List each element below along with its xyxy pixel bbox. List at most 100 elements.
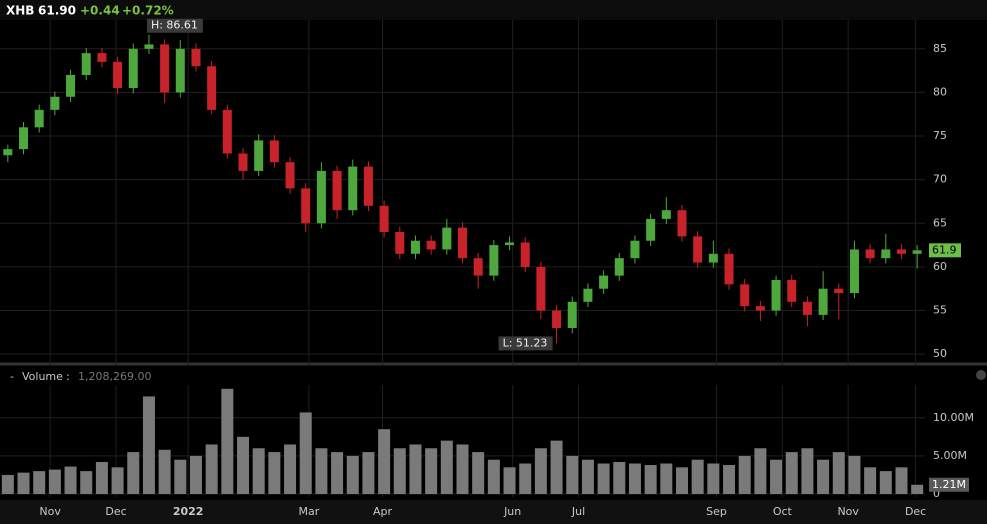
candle-body bbox=[881, 249, 891, 259]
volume-bar bbox=[393, 448, 406, 494]
candle-body bbox=[552, 310, 562, 328]
candle-body bbox=[332, 170, 342, 211]
candle-body bbox=[708, 253, 718, 263]
x-tick-label: Apr bbox=[373, 505, 393, 518]
volume-bar bbox=[895, 467, 908, 494]
candle-body bbox=[426, 240, 436, 250]
candle-body bbox=[787, 279, 797, 302]
x-tick-label: Jul bbox=[571, 505, 585, 518]
x-axis-bar bbox=[0, 500, 987, 524]
x-tick-label: Nov bbox=[39, 505, 61, 518]
candle-body bbox=[724, 253, 734, 285]
volume-bar bbox=[911, 484, 924, 494]
annotation-box bbox=[146, 18, 203, 33]
last-price: 61.9 bbox=[932, 243, 957, 256]
collapse-icon[interactable]: - bbox=[10, 370, 14, 383]
y-tick-label: 85 bbox=[933, 42, 947, 55]
candle-body bbox=[160, 44, 170, 93]
x-tick-label: Nov bbox=[837, 505, 859, 518]
candle-body bbox=[693, 236, 703, 263]
volume-bar bbox=[487, 459, 500, 494]
candle-body bbox=[3, 149, 13, 156]
volume-bar bbox=[691, 459, 704, 494]
candle-body bbox=[379, 205, 389, 233]
annotation: H: 86.61 bbox=[151, 19, 198, 32]
x-tick-label: 2022 bbox=[173, 505, 204, 518]
candle-body bbox=[144, 44, 154, 49]
candle-body bbox=[646, 218, 656, 241]
volume-bar bbox=[142, 396, 155, 494]
candle-body bbox=[458, 227, 467, 259]
candle-body bbox=[567, 301, 577, 328]
candle-body bbox=[740, 284, 750, 307]
volume-bar bbox=[268, 452, 281, 494]
y-tick-label: 80 bbox=[933, 85, 947, 98]
candle-body bbox=[755, 306, 765, 311]
y-tick-label: 10.00M bbox=[933, 411, 974, 424]
candle-body bbox=[50, 96, 60, 110]
volume-bar bbox=[879, 471, 892, 494]
candle-body bbox=[348, 166, 358, 211]
last-volume-box bbox=[929, 477, 969, 492]
candle-body bbox=[395, 232, 405, 254]
close-pane[interactable] bbox=[976, 370, 986, 380]
candle-body bbox=[583, 288, 593, 302]
volume-bar bbox=[284, 444, 297, 494]
candle-body bbox=[191, 48, 201, 67]
last-price-box bbox=[929, 243, 961, 258]
candle-body bbox=[269, 140, 279, 163]
volume-bar bbox=[723, 465, 736, 494]
change-pct: +0.72% bbox=[122, 4, 174, 18]
volume-colon: : bbox=[66, 370, 70, 383]
candle-body bbox=[34, 109, 44, 128]
candle-body bbox=[97, 53, 107, 62]
price: 61.90 bbox=[38, 4, 76, 18]
volume-bar bbox=[95, 461, 108, 494]
y-tick-label: 50 bbox=[933, 347, 947, 360]
x-tick-label: Dec bbox=[105, 505, 126, 518]
volume-bar bbox=[33, 471, 46, 494]
volume-bar bbox=[127, 452, 140, 494]
change: +0.44 bbox=[80, 4, 120, 18]
volume-bar bbox=[864, 467, 877, 494]
volume-bar bbox=[17, 472, 30, 494]
candle-body bbox=[802, 301, 812, 315]
x-tick-label: Dec bbox=[905, 505, 926, 518]
candle-body bbox=[677, 210, 687, 237]
volume-bar bbox=[346, 455, 359, 494]
candle-body bbox=[285, 162, 295, 189]
symbol: XHB bbox=[6, 4, 34, 18]
candle-body bbox=[66, 74, 76, 97]
volume-bar bbox=[456, 444, 469, 494]
candle-body bbox=[410, 240, 420, 254]
volume-bar bbox=[174, 459, 187, 494]
candle-body bbox=[316, 170, 326, 224]
volume-bar bbox=[189, 455, 202, 494]
volume-bar bbox=[221, 388, 234, 494]
volume-bar bbox=[299, 412, 312, 494]
volume-bar bbox=[660, 463, 673, 494]
volume-bar bbox=[503, 467, 516, 494]
y-tick-label: 70 bbox=[933, 173, 947, 186]
candle-body bbox=[771, 279, 781, 311]
volume-bar bbox=[581, 459, 594, 494]
candle-body bbox=[207, 66, 217, 110]
volume-title: Volume bbox=[22, 370, 63, 383]
volume-bar bbox=[534, 448, 547, 494]
volume-bar bbox=[738, 455, 751, 494]
volume-readout: 1,208,269.00 bbox=[78, 370, 151, 383]
volume-bar bbox=[628, 463, 641, 494]
volume-bar bbox=[64, 466, 77, 494]
volume-bar bbox=[613, 461, 626, 494]
volume-bar bbox=[1, 474, 14, 494]
volume-bar bbox=[111, 467, 124, 494]
header-bar bbox=[0, 0, 987, 20]
candle-body bbox=[254, 140, 264, 171]
candle-body bbox=[238, 153, 248, 171]
annotation-box bbox=[498, 336, 553, 351]
candle-body bbox=[896, 249, 906, 254]
volume-bar bbox=[331, 452, 344, 494]
candle-body bbox=[834, 288, 844, 294]
candle-body bbox=[175, 48, 185, 93]
